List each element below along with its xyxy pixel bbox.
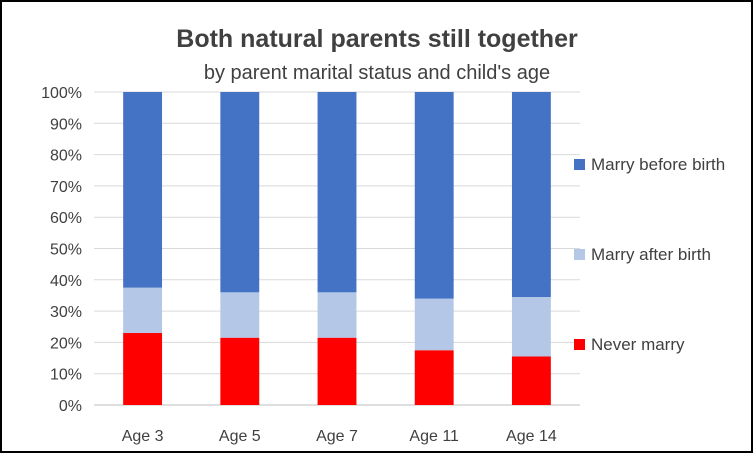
- bar-segment-never-marry: [511, 356, 551, 405]
- legend-label: Marry after birth: [591, 245, 711, 264]
- y-axis-ticks: 0% 10% 20% 30% 40% 50% 60% 70% 80% 90% 100%: [41, 85, 82, 415]
- x-tick-label: Age 5: [219, 428, 261, 445]
- bars: [123, 92, 551, 405]
- legend-label: Never marry: [591, 335, 685, 354]
- y-tick-label: 80%: [50, 148, 82, 165]
- chart-subtitle: by parent marital status and child's age: [204, 62, 550, 84]
- bar-segment-marry-after-birth: [511, 297, 551, 357]
- bar-segment-marry-before-birth: [220, 92, 260, 293]
- legend-label: Marry before birth: [591, 155, 725, 174]
- x-tick-label: Age 3: [122, 428, 164, 445]
- y-tick-label: 20%: [50, 335, 82, 352]
- y-tick-label: 50%: [50, 242, 82, 259]
- chart-title: Both natural parents still together: [176, 25, 578, 53]
- legend-swatch: [574, 339, 585, 350]
- y-tick-label: 30%: [50, 304, 82, 321]
- x-tick-label: Age 7: [316, 428, 358, 445]
- x-tick-label: Age 11: [409, 428, 459, 445]
- bar-segment-marry-before-birth: [123, 92, 163, 288]
- bar-segment-never-marry: [123, 333, 163, 405]
- y-tick-label: 90%: [50, 116, 82, 133]
- bar-segment-marry-after-birth: [414, 298, 454, 351]
- bar-segment-marry-after-birth: [317, 292, 357, 338]
- x-tick-label: Age 14: [506, 428, 557, 445]
- bar-segment-marry-before-birth: [511, 92, 551, 298]
- y-tick-label: 100%: [41, 85, 82, 102]
- bar-segment-marry-before-birth: [317, 92, 357, 293]
- legend-swatch: [574, 249, 585, 260]
- y-tick-label: 0%: [59, 398, 82, 415]
- bar-segment-never-marry: [220, 337, 260, 405]
- bar-segment-never-marry: [414, 350, 454, 405]
- bar-segment-never-marry: [317, 337, 357, 405]
- y-tick-label: 40%: [50, 273, 82, 290]
- legend-swatch: [574, 159, 585, 170]
- y-tick-label: 60%: [50, 210, 82, 227]
- y-tick-label: 10%: [50, 367, 82, 384]
- x-axis-ticks: Age 3 Age 5 Age 7 Age 11 Age 14: [122, 428, 557, 445]
- y-tick-label: 70%: [50, 179, 82, 196]
- bar-segment-marry-after-birth: [220, 292, 260, 338]
- bar-segment-marry-after-birth: [123, 287, 163, 334]
- bar-segment-marry-before-birth: [414, 92, 454, 299]
- legend: Marry before birth Marry after birth Never…: [574, 155, 725, 354]
